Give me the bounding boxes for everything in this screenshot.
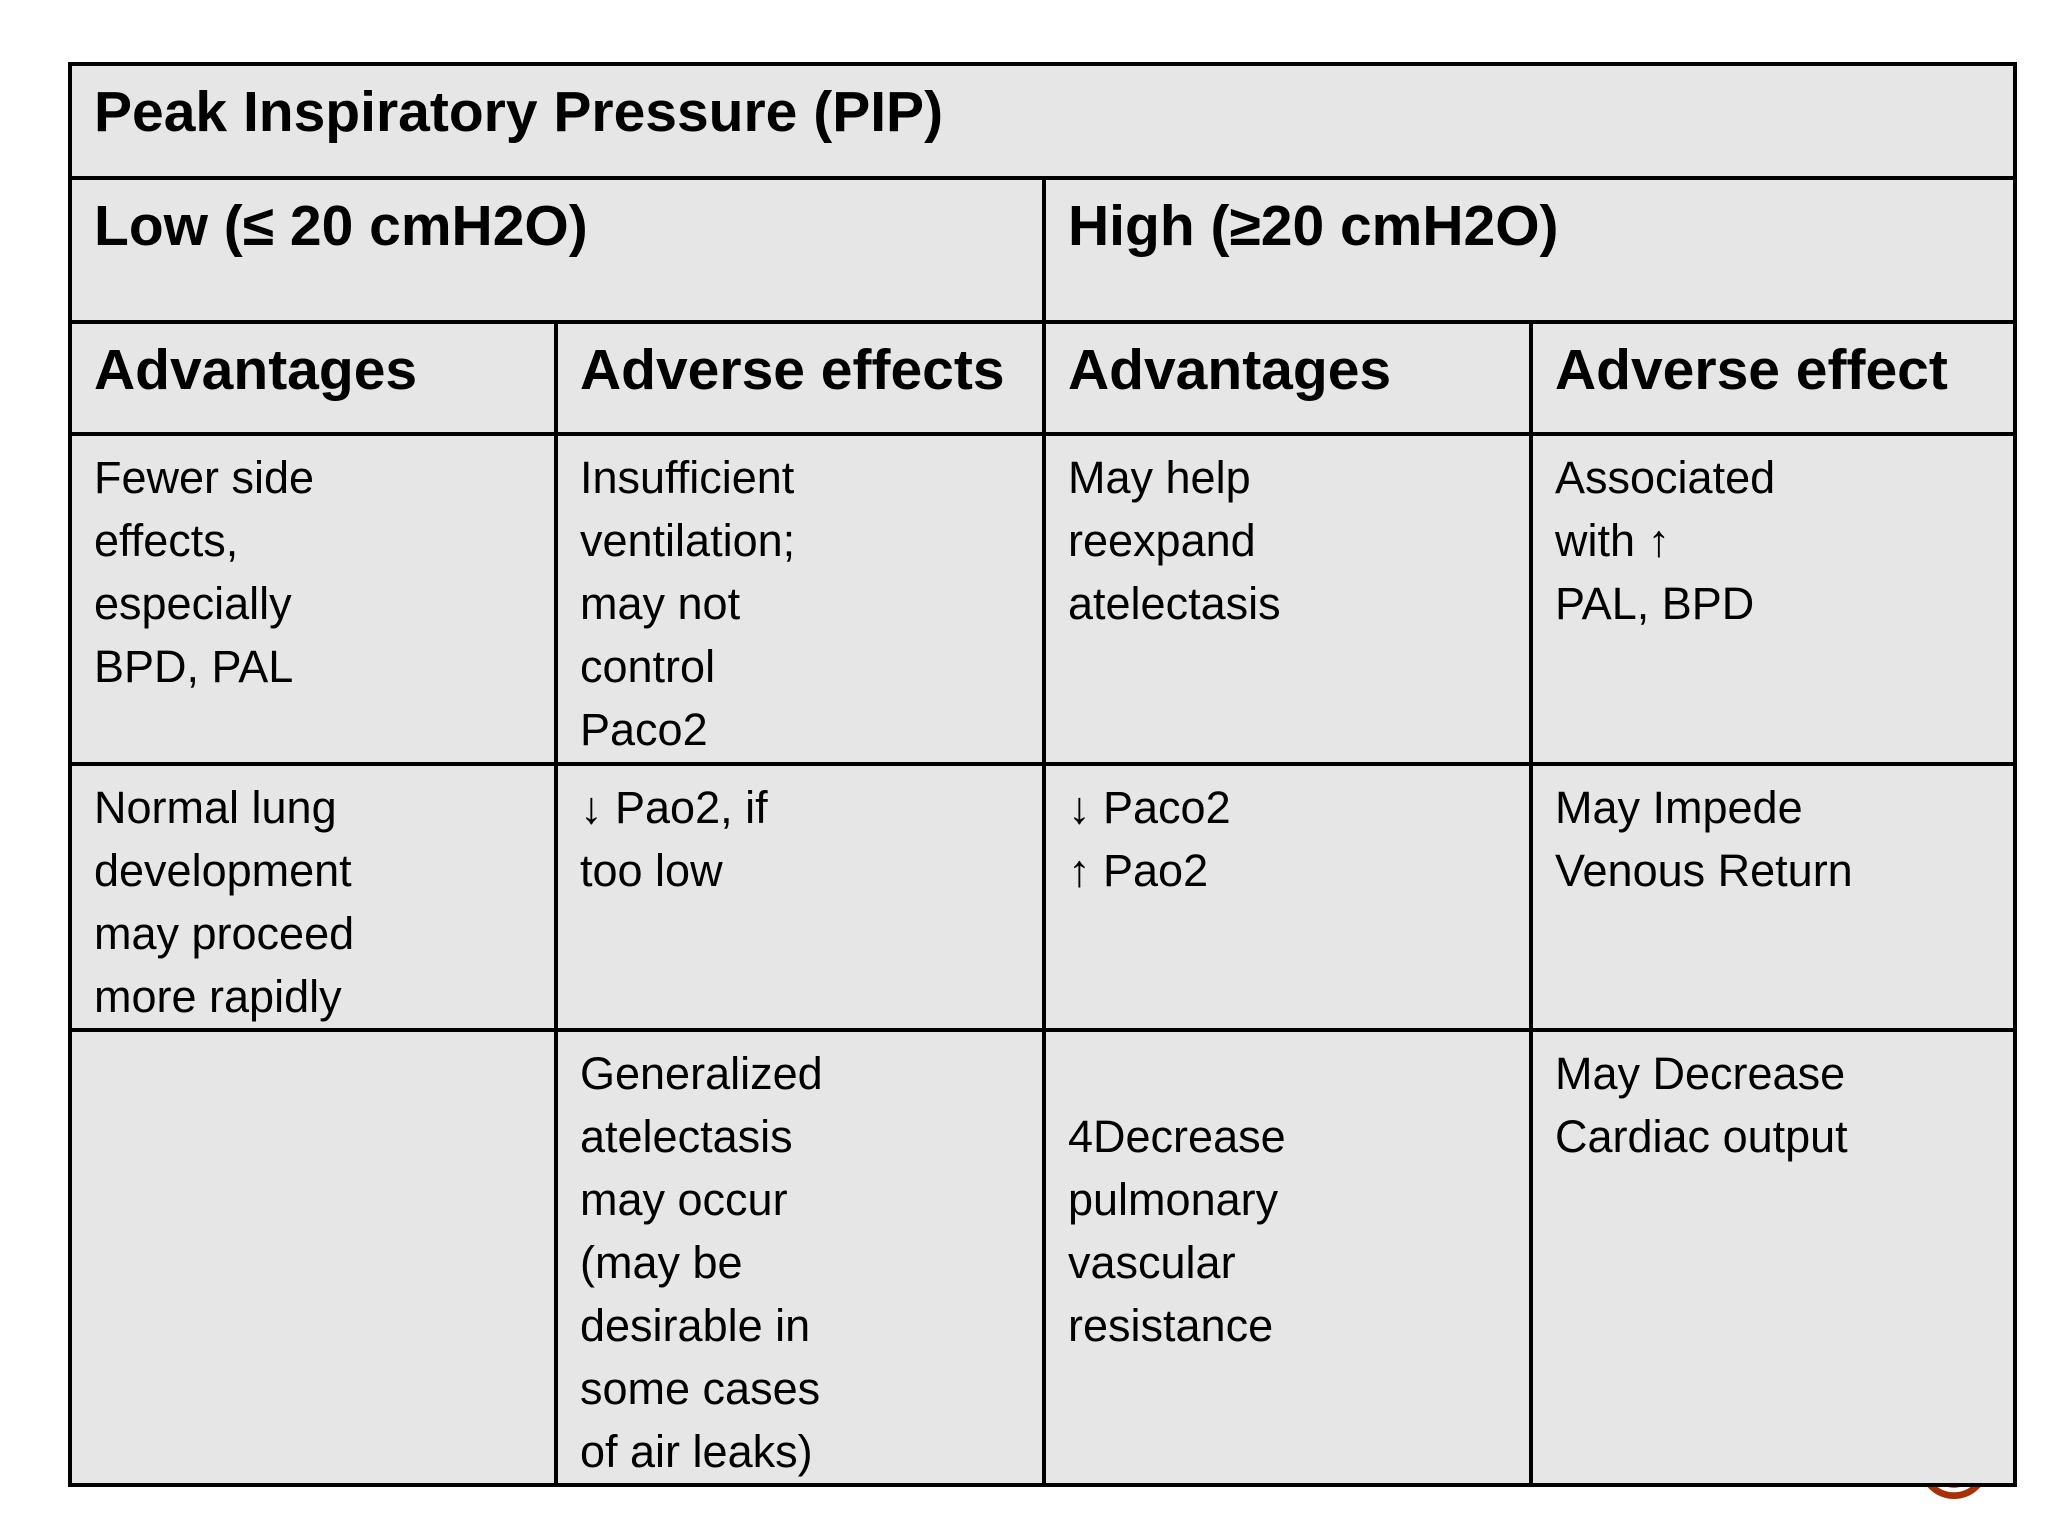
group-header-row: Low (≤ 20 cmH2O) High (≥20 cmH2O) xyxy=(68,176,2018,324)
group-header-high: High (≥20 cmH2O) xyxy=(1041,176,2018,324)
cell-row2-low-adverse-effects: ↓ Pao2, if too low xyxy=(554,762,1046,1032)
cell-row3-low-advantages-empty xyxy=(68,1028,558,1487)
title-row: Peak Inspiratory Pressure (PIP) xyxy=(67,62,2018,180)
col-header-high-advantages: Advantages xyxy=(1042,320,1533,436)
cell-row1-high-adverse-effect: Associated with ↑ PAL, BPD xyxy=(1528,432,2018,766)
table-row: Generalized atelectasis may occur (may b… xyxy=(68,1028,2018,1487)
pip-table: Peak Inspiratory Pressure (PIP) Low (≤ 2… xyxy=(67,62,2018,1487)
cell-row2-high-adverse-effect: May Impede Venous Return xyxy=(1528,762,2018,1032)
cell-row2-low-advantages: Normal lung development may proceed more… xyxy=(68,762,558,1032)
table-row: Fewer side effects, especially BPD, PAL … xyxy=(68,432,2018,766)
group-header-low: Low (≤ 20 cmH2O) xyxy=(68,176,1046,324)
cell-row2-high-advantages: ↓ Paco2 ↑ Pao2 xyxy=(1042,762,1533,1032)
col-header-low-advantages: Advantages xyxy=(68,320,558,436)
cell-row3-high-advantages: 4Decrease pulmonary vascular resistance xyxy=(1042,1028,1533,1487)
cell-row3-low-adverse-effects: Generalized atelectasis may occur (may b… xyxy=(554,1028,1046,1487)
table-title: Peak Inspiratory Pressure (PIP) xyxy=(67,62,2018,180)
table-row: Normal lung development may proceed more… xyxy=(68,762,2018,1032)
col-header-high-adverse-effect: Adverse effect xyxy=(1528,320,2018,436)
cell-row3-high-adverse-effect: May Decrease Cardiac output xyxy=(1528,1028,2018,1487)
col-header-low-adverse-effects: Adverse effects xyxy=(554,320,1046,436)
column-header-row: Advantages Adverse effects Advantages Ad… xyxy=(68,320,2018,436)
cell-row1-low-advantages: Fewer side effects, especially BPD, PAL xyxy=(68,432,558,766)
cell-row1-low-adverse-effects: Insufficient ventilation; may not contro… xyxy=(554,432,1046,766)
cell-row1-high-advantages: May help reexpand atelectasis xyxy=(1042,432,1533,766)
